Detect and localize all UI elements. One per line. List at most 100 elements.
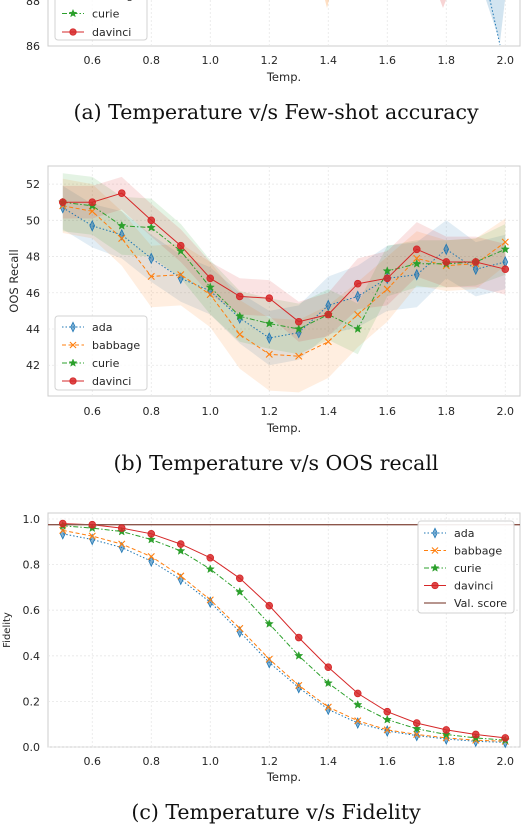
panel-b-babbage-point — [236, 330, 244, 339]
panel-b-babbage-point — [501, 238, 509, 246]
panel-a-ytick-label: 86 — [26, 40, 40, 53]
panel-c-curie-legend-marker — [430, 563, 440, 572]
panel-c-xtick-label: 1.4 — [320, 755, 338, 768]
panel-b-davinci-legend-marker — [69, 377, 77, 385]
panel-c-ytick-label: 0.6 — [23, 604, 41, 617]
panel-a-ada-line-fragment — [489, 0, 501, 46]
panel-b-curie-point — [500, 244, 510, 254]
panel-c-babbage-legend-marker — [431, 547, 439, 554]
panel-b-davinci-point — [294, 317, 303, 326]
panel-b-davinci-point — [471, 258, 480, 266]
panel-b-babbage-line — [62, 205, 506, 357]
panel-c-curie-point — [353, 699, 363, 709]
panel-b-davinci-point — [442, 258, 451, 266]
panel-c-xlabel: Temp. — [266, 770, 301, 784]
panel-a-xtick-label: 1.4 — [320, 54, 338, 67]
panel-c-davinci-point — [88, 520, 97, 529]
panel-a-curie-legend-marker — [68, 8, 78, 18]
panel-c-davinci-point — [294, 633, 303, 642]
panel-c-babbage-point — [295, 681, 303, 690]
panel-b-xtick-label: 1.8 — [438, 405, 456, 418]
panel-b-babbage-point — [324, 338, 332, 346]
panel-c-curie-point — [382, 714, 392, 724]
panel-c-xtick-label: 1.8 — [438, 755, 456, 768]
panel-b-babbage-point — [413, 254, 421, 262]
panel-b-ada-point — [354, 290, 361, 303]
panel-c-babbage-point — [147, 553, 155, 561]
panel-b-davinci-point — [235, 292, 244, 301]
panel-c-ada-legend-label: ada — [454, 527, 474, 540]
panel-a-babbage-legend-label: babbage — [92, 0, 140, 2]
panel-c-babbage-point — [354, 717, 362, 725]
panel-c-babbage-point — [383, 726, 391, 734]
panel-c-curie-point — [264, 618, 274, 628]
panel-c-babbage-point — [265, 655, 273, 663]
panel-b-ytick-label: 46 — [26, 287, 40, 300]
panel-a-axes — [47, 0, 521, 47]
panel-b-xtick-label: 1.0 — [202, 405, 220, 418]
panel-b-ytick-label: 44 — [26, 323, 40, 336]
panel-c-xtick-label: 1.6 — [379, 755, 397, 768]
panel-b-curie-point — [264, 318, 274, 328]
panel-b-xtick-label: 1.4 — [320, 405, 338, 418]
panel-c-davinci-point — [147, 530, 156, 538]
panel-c-davinci-point — [235, 574, 244, 583]
panel-a-xlabel: Temp. — [266, 70, 301, 84]
panel-c-ada-point — [354, 717, 361, 729]
panel-c-ada-point — [148, 555, 155, 568]
panel-b-curie-line — [62, 201, 506, 330]
panel-b-davinci-point — [412, 245, 421, 254]
panel-b-davinci-legend-label: davinci — [92, 375, 131, 388]
panel-b-curie-point — [294, 324, 304, 333]
panel-b-curie-point — [353, 324, 363, 333]
panel-c-curie-point — [176, 546, 186, 555]
panel-c-curie-point — [323, 678, 333, 688]
panel-a-davinci-band-fragment — [440, 0, 446, 8]
panel-b-davinci-point — [501, 265, 510, 274]
panel-b-babbage-point — [354, 310, 362, 319]
panel-c-ytick-label: 0.0 — [23, 741, 41, 754]
caption-b: (b) Temperature v/s OOS recall — [114, 451, 439, 475]
panel-b-davinci-point — [176, 241, 185, 250]
panel-c-davinci-point — [176, 540, 185, 548]
panel-a-legend: babbage curie davinci — [54, 0, 148, 41]
panel-c-curie-point — [235, 587, 245, 596]
panel-c-curie-point — [441, 729, 451, 739]
panel-a-ytick-label: 88 — [26, 0, 40, 8]
panel-b-davinci-point — [206, 274, 215, 283]
panel-c-ytick-label: 1.0 — [23, 513, 41, 526]
panel-c-ada-point — [413, 729, 420, 742]
panel-b-curie-point — [412, 258, 422, 268]
panel-b-curie-point — [117, 220, 127, 230]
panel-c-curie-point — [412, 723, 422, 733]
panel-b-babbage-legend-marker — [69, 341, 77, 349]
panel-c-babbage-point — [236, 624, 244, 633]
panel-a-ada-band-fragment — [486, 0, 505, 42]
panel-c: 0.6 0.8 1.0 1.2 1.4 1.6 1.8 2.0 0.0 0.2 0.4 0.6 0.8… — [2, 512, 521, 824]
panel-c-davinci-point — [324, 663, 333, 671]
panel-a-curie-legend-label: curie — [92, 8, 120, 21]
panel-a-xtick-label: 1.6 — [379, 54, 397, 67]
panel-b-babbage-point — [206, 290, 214, 299]
panel-c-xtick-label: 0.8 — [143, 755, 161, 768]
caption-c: (c) Temperature v/s Fidelity — [131, 800, 421, 824]
panel-b-ada-point — [148, 252, 155, 265]
panel-c-babbage-point — [88, 532, 96, 540]
panel-b-ada-point — [472, 263, 479, 276]
panel-c-babbage-point — [324, 703, 332, 711]
panel-b-davinci-point — [383, 274, 392, 283]
panel-b: 0.6 0.8 1.0 1.2 1.4 1.6 1.8 2.0 42 44 46 48 50 52 ad… — [7, 165, 521, 475]
panel-a-xtick-label: 1.8 — [438, 54, 456, 67]
panel-b-davinci-point — [324, 310, 333, 319]
panel-a-babbage-band-fragment — [325, 0, 329, 8]
panel-b-ada-legend-marker — [70, 321, 76, 333]
panel-c-curie-line — [62, 525, 506, 741]
panel-b-davinci-point — [117, 189, 126, 197]
panel-c-curie-point — [146, 534, 156, 544]
panel-b-curie-point — [235, 311, 245, 321]
panel-b-ada-point — [443, 243, 450, 256]
panel-a-xtick-label: 1.2 — [261, 54, 279, 67]
panel-c-babbage-point — [413, 730, 421, 739]
panel-c-davinci-point — [412, 719, 421, 727]
